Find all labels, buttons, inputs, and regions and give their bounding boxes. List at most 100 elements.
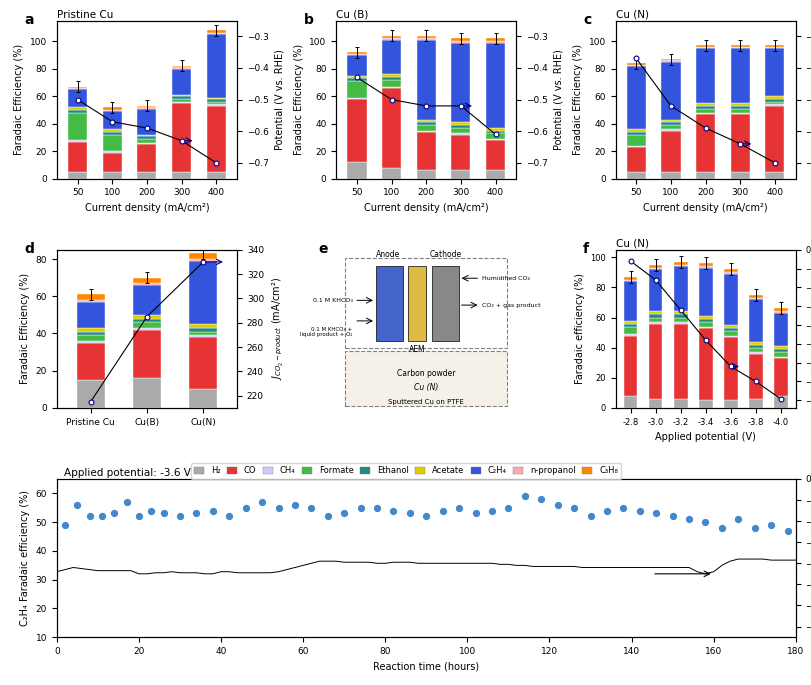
Bar [723,328,736,331]
Point [71,499,84,510]
Point [83,511,96,522]
Text: Humidified CO₂: Humidified CO₂ [482,276,530,281]
Bar [416,122,436,125]
Bar [773,313,787,346]
Bar [673,323,687,399]
Text: Anode: Anode [375,250,400,259]
Point [157,508,169,519]
Bar [698,316,712,319]
Bar [486,41,504,42]
Bar [133,315,161,319]
Bar [347,55,366,75]
Bar [748,347,762,352]
Bar [730,45,749,47]
Bar [748,298,762,299]
Bar [68,142,87,172]
Y-axis label: Faradaic Efficiency (%): Faradaic Efficiency (%) [294,44,303,155]
Legend: H₂, CO, CH₄, Formate, Ethanol, Acetate, C₂H₄, n-propanol, C₃H₈: H₂, CO, CH₄, Formate, Ethanol, Acetate, … [191,463,620,479]
Bar [698,322,712,327]
Bar [486,42,504,128]
Bar [730,108,749,112]
Bar [451,125,470,128]
Bar [416,125,436,131]
Bar [730,47,749,48]
Bar [189,332,217,336]
Text: d: d [24,242,34,256]
Bar [698,263,712,266]
Bar [207,34,225,97]
Bar [748,352,762,353]
Text: b: b [303,12,313,27]
Bar [730,48,749,103]
Bar [172,172,191,179]
Bar [648,318,662,322]
Bar [673,318,687,322]
Point [239,502,252,513]
Bar [137,135,157,136]
Bar [133,283,161,285]
Bar [133,285,161,315]
Bar [416,131,436,132]
Bar [626,172,645,179]
Bar [207,172,225,179]
Bar [648,322,662,323]
Bar [103,129,122,132]
Bar [137,107,157,108]
Bar [765,172,783,179]
Bar [451,122,470,125]
Bar [626,132,645,135]
Text: AEM: AEM [409,345,425,353]
Text: Cu (N): Cu (N) [615,239,648,249]
Point [567,502,580,513]
Bar [137,145,157,172]
X-axis label: Applied potential (V): Applied potential (V) [654,432,755,442]
Bar [172,99,191,101]
Bar [661,122,680,125]
Bar [68,107,87,110]
Bar [765,105,783,172]
Bar [207,30,225,33]
Bar [68,88,87,89]
Bar [765,101,783,104]
X-axis label: Current density (mA/cm²): Current density (mA/cm²) [363,203,488,213]
Y-axis label: Potential (V vs. RHE): Potential (V vs. RHE) [553,49,563,150]
Bar [695,48,714,103]
Bar [133,328,161,329]
Point [616,502,629,513]
Bar [486,131,504,134]
Bar [765,99,783,101]
Bar [648,312,662,314]
Bar [133,378,161,408]
Point [517,490,530,501]
Bar [133,277,161,283]
Bar [748,295,762,298]
Text: Cu (B): Cu (B) [336,10,368,20]
Bar [695,103,714,105]
Bar [626,147,645,172]
Bar [451,171,470,179]
Bar [189,261,217,324]
Bar [137,136,157,139]
Point [436,505,448,516]
Bar [451,134,470,135]
Bar [76,328,105,332]
Point [120,497,133,508]
Bar [382,36,401,38]
Point [501,502,514,513]
Point [551,499,564,510]
Bar [773,346,787,349]
Bar [416,171,436,179]
Bar [648,268,662,269]
Text: Pristine Cu: Pristine Cu [57,10,113,20]
Point [288,499,301,510]
Bar [698,266,712,268]
Point [222,511,235,522]
Bar [673,399,687,408]
Bar [408,266,426,341]
Text: Cathode: Cathode [430,250,461,259]
Y-axis label: Potential (V vs. RHE): Potential (V vs. RHE) [274,49,284,150]
Bar [76,302,105,328]
FancyBboxPatch shape [345,351,507,406]
Bar [382,168,401,179]
Bar [382,79,401,86]
